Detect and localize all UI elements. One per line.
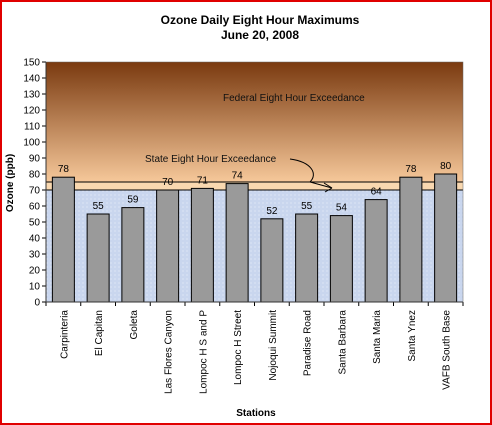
bar-3	[156, 189, 180, 303]
y-tick-label-8: 80	[29, 170, 41, 181]
y-tick-label-13: 130	[23, 90, 40, 101]
data-label-8: 54	[336, 203, 348, 214]
data-label-7: 55	[301, 201, 313, 212]
x-tick-label-10: Santa Ynez	[407, 310, 418, 362]
bar-9	[364, 199, 388, 303]
below-standard-texture	[46, 190, 463, 302]
bar-2	[121, 207, 145, 303]
data-label-11: 80	[440, 161, 452, 172]
bar-10	[399, 176, 423, 303]
x-tick-label-7: Paradise Road	[303, 310, 314, 376]
y-tick-label-14: 140	[23, 74, 40, 85]
federal-exceedance-label: Federal Eight Hour Exceedance	[223, 93, 365, 104]
x-axis-label: Stations	[236, 408, 276, 419]
plot-area: 78 Carpinteria 55 El Capitan 59 Goleta 70 Las F…	[23, 58, 464, 394]
state-exceedance-label: State Eight Hour Exceedance	[145, 154, 277, 165]
x-tick-label-8: Santa Barbara	[337, 310, 348, 375]
y-axis-label: Ozone (ppb)	[5, 154, 16, 212]
x-tick-label-11: VAFB South Base	[442, 310, 453, 390]
data-label-1: 55	[93, 201, 105, 212]
y-tick-label-9: 90	[29, 154, 41, 165]
bar-1	[86, 213, 110, 303]
state-exceedance-zone	[46, 182, 463, 190]
y-tick-label-1: 10	[29, 282, 41, 293]
y-tick-label-10: 100	[23, 138, 40, 149]
bar-11	[434, 173, 458, 303]
y-tick-label-0: 0	[34, 298, 40, 309]
chart-subtitle: June 20, 2008	[221, 28, 299, 42]
bar-6	[260, 218, 284, 303]
x-tick-label-4: Lompoc H S and P	[198, 310, 209, 394]
annotation-arrow	[289, 158, 333, 189]
data-label-2: 59	[127, 195, 139, 206]
data-label-6: 52	[266, 206, 278, 217]
bar-7	[295, 213, 319, 303]
x-tick-label-9: Santa Maria	[372, 310, 383, 364]
x-tick-label-2: Goleta	[129, 310, 140, 340]
bar-5	[225, 183, 249, 303]
x-tick-label-1: El Capitan	[94, 310, 105, 356]
data-label-3: 70	[162, 177, 174, 188]
y-tick-label-7: 70	[29, 186, 41, 197]
y-tick-label-12: 120	[23, 106, 40, 117]
bar-4	[190, 187, 214, 303]
data-label-4: 71	[197, 175, 209, 186]
plot-border	[45, 61, 464, 303]
data-label-0: 78	[58, 164, 70, 175]
x-tick-label-3: Las Flores Canyon	[164, 310, 175, 394]
data-label-5: 74	[232, 171, 244, 182]
y-tick-label-2: 20	[29, 266, 41, 277]
y-tick-label-4: 40	[29, 234, 41, 245]
y-tick-label-5: 50	[29, 218, 41, 229]
federal-exceedance-zone	[46, 62, 463, 182]
y-tick-label-11: 110	[24, 122, 40, 133]
data-label-10: 78	[405, 164, 417, 175]
y-tick-label-6: 60	[29, 202, 41, 213]
chart-title: Ozone Daily Eight Hour Maximums	[161, 13, 360, 27]
bar-8	[329, 215, 353, 303]
annotation-arrowhead	[323, 182, 333, 193]
data-label-9: 64	[371, 187, 383, 198]
x-tick-label-6: Nojoqui Summit	[268, 310, 279, 381]
x-tick-label-5: Lompoc H Street	[233, 310, 244, 385]
y-tick-label-15: 150	[23, 58, 40, 69]
bar-0	[51, 176, 75, 303]
y-tick-label-3: 30	[29, 250, 41, 261]
x-tick-label-0: Carpinteria	[59, 310, 70, 359]
